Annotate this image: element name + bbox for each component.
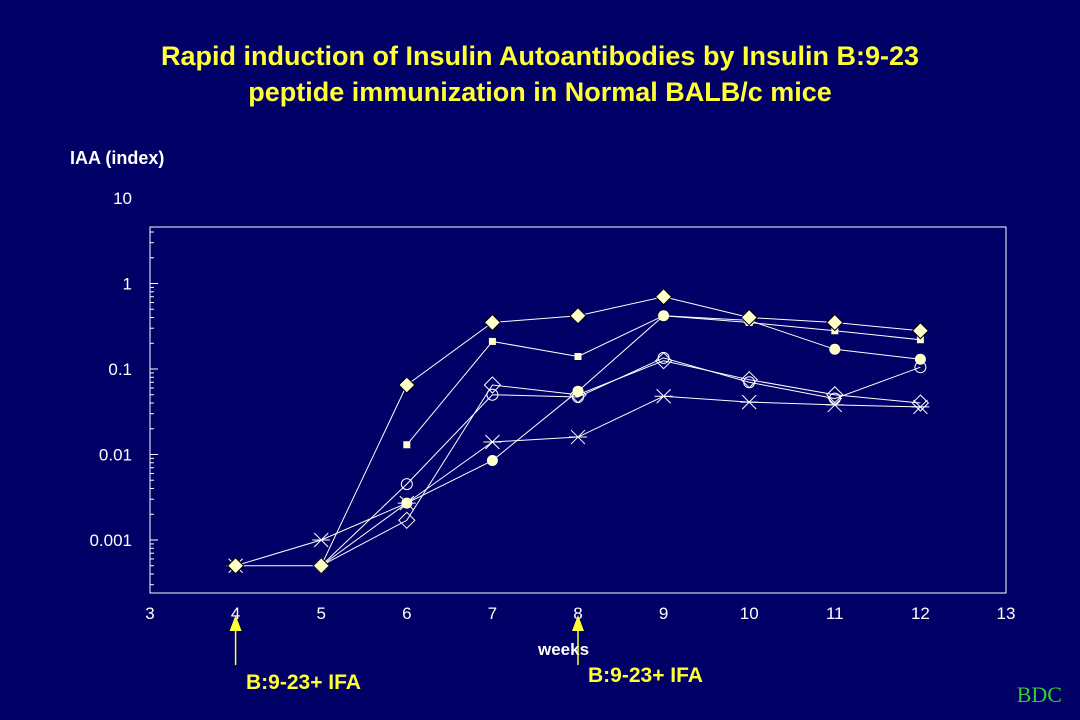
title-line-2: peptide immunization in Normal BALB/c mi… bbox=[248, 77, 832, 107]
immunization-label-2: B:9-23+ IFA bbox=[588, 664, 703, 687]
data-point-filled-circle bbox=[486, 455, 498, 467]
data-point-star bbox=[825, 397, 844, 413]
data-point-star bbox=[569, 429, 587, 445]
series-line-filled-diamond bbox=[235, 296, 921, 567]
series-line-filled-circle bbox=[320, 315, 921, 567]
y-tick-label: 10 bbox=[113, 189, 132, 208]
data-point-filled-diamond bbox=[398, 376, 416, 394]
data-point-filled-circle bbox=[401, 497, 413, 509]
data-point-filled-diamond bbox=[740, 308, 758, 327]
series-line-filled-square bbox=[406, 315, 921, 446]
data-point-star bbox=[911, 399, 930, 415]
data-point-filled-diamond bbox=[312, 557, 330, 575]
data-point-open-circle bbox=[657, 351, 670, 364]
series-line-star bbox=[235, 395, 921, 567]
x-tick-label: 3 bbox=[145, 604, 154, 623]
data-point-star bbox=[312, 532, 331, 548]
y-tick-label: 1 bbox=[123, 275, 132, 294]
y-tick-label: 0.01 bbox=[99, 446, 132, 465]
data-point-open-circle bbox=[400, 478, 413, 491]
data-point-star bbox=[654, 388, 673, 404]
x-tick-label: 4 bbox=[231, 604, 240, 623]
x-tick-label: 11 bbox=[826, 604, 844, 623]
y-axis-label: IAA (index) bbox=[70, 148, 165, 168]
x-tick-label: 8 bbox=[573, 604, 582, 623]
data-point-filled-square bbox=[916, 336, 924, 344]
data-point-filled-square bbox=[574, 353, 582, 361]
x-axis-label: weeks bbox=[538, 640, 590, 659]
immunization-arrow-head-1 bbox=[229, 615, 242, 631]
x-tick-label: 13 bbox=[997, 604, 1016, 623]
data-point-filled-diamond bbox=[569, 307, 587, 325]
series-line-open-diamond bbox=[320, 360, 921, 567]
data-point-filled-square bbox=[660, 312, 668, 320]
data-point-filled-square bbox=[403, 441, 411, 449]
data-point-filled-diamond bbox=[911, 322, 930, 340]
title-line-1: Rapid induction of Insulin Autoantibodie… bbox=[161, 41, 919, 71]
immunization-label-1: B:9-23+ IFA bbox=[246, 671, 361, 694]
data-point-filled-circle bbox=[572, 385, 584, 397]
data-point-open-diamond bbox=[398, 511, 416, 530]
data-point-open-circle bbox=[486, 388, 499, 401]
data-point-filled-diamond bbox=[483, 313, 502, 332]
x-tick-label: 6 bbox=[402, 604, 411, 623]
data-point-open-circle bbox=[828, 392, 841, 405]
x-tick-label: 12 bbox=[911, 604, 930, 623]
data-point-filled-diamond bbox=[226, 557, 245, 575]
data-point-filled-diamond bbox=[826, 313, 844, 332]
x-tick-label: 9 bbox=[659, 604, 668, 623]
data-point-filled-diamond bbox=[654, 288, 673, 306]
plot-frame bbox=[149, 226, 1007, 594]
immunization-arrow-head-2 bbox=[572, 615, 584, 631]
data-point-open-diamond bbox=[911, 394, 930, 412]
data-point-open-diamond bbox=[483, 376, 502, 394]
bdc-logo: BDC bbox=[1016, 682, 1062, 707]
data-point-filled-circle bbox=[914, 353, 926, 365]
data-point-filled-square bbox=[488, 337, 496, 345]
data-point-open-diamond bbox=[826, 386, 844, 404]
x-tick-label: 5 bbox=[316, 604, 325, 623]
data-point-open-circle bbox=[743, 376, 756, 389]
y-tick-label: 0.001 bbox=[89, 531, 132, 550]
data-point-star bbox=[740, 394, 759, 410]
x-tick-label: 10 bbox=[740, 604, 759, 623]
chart-title: Rapid induction of Insulin Autoantibodie… bbox=[0, 38, 1080, 110]
data-point-filled-circle bbox=[829, 343, 841, 355]
x-tick-label: 7 bbox=[488, 604, 497, 623]
y-tick-label: 0.1 bbox=[108, 360, 132, 379]
data-point-star bbox=[483, 434, 502, 450]
